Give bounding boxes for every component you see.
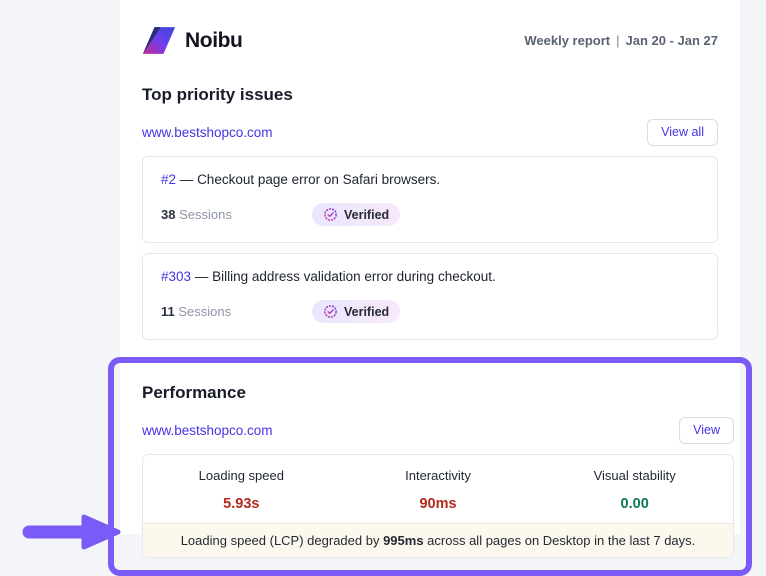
verified-seal-icon bbox=[324, 208, 337, 221]
noibu-logo-icon bbox=[142, 27, 176, 54]
issue-meta: 38 Sessions Verified bbox=[161, 203, 699, 226]
view-button[interactable]: View bbox=[679, 417, 734, 444]
issue-title: #2 — Checkout page error on Safari brows… bbox=[161, 172, 699, 187]
note-highlight: 995ms bbox=[383, 533, 424, 548]
view-all-button[interactable]: View all bbox=[647, 119, 718, 146]
annotation-arrow-icon bbox=[22, 514, 121, 550]
sessions-label: Sessions bbox=[179, 207, 232, 222]
verified-seal-icon bbox=[324, 305, 337, 318]
section-title-top-priority: Top priority issues bbox=[142, 85, 293, 104]
report-label: Weekly report bbox=[524, 33, 611, 48]
issue-description: Checkout page error on Safari browsers. bbox=[197, 172, 441, 187]
degradation-note: Loading speed (LCP) degraded by 995ms ac… bbox=[143, 523, 733, 557]
issues-link-row: www.bestshopco.com View all bbox=[142, 119, 718, 146]
metric-label: Loading speed bbox=[198, 468, 284, 483]
issue-meta: 11 Sessions Verified bbox=[161, 300, 699, 323]
metric-value: 0.00 bbox=[620, 496, 649, 512]
verified-badge: Verified bbox=[312, 203, 401, 226]
performance-highlight-box: Performance www.bestshopco.com View Load… bbox=[22, 357, 752, 576]
issue-id-link[interactable]: #2 bbox=[161, 172, 177, 187]
verified-badge-label: Verified bbox=[344, 304, 390, 319]
header: Noibu Weekly report | Jan 20 - Jan 27 bbox=[142, 26, 718, 55]
meta-separator: | bbox=[616, 33, 620, 48]
issue-dash: — bbox=[179, 172, 194, 187]
site-link[interactable]: www.bestshopco.com bbox=[142, 423, 273, 438]
metric-label: Interactivity bbox=[405, 468, 471, 483]
note-suffix: across all pages on Desktop in the last … bbox=[423, 533, 696, 548]
site-link[interactable]: www.bestshopco.com bbox=[142, 125, 273, 140]
page: Noibu Weekly report | Jan 20 - Jan 27 Top … bbox=[22, 0, 752, 576]
issue-id-link[interactable]: #303 bbox=[161, 269, 192, 284]
issue-card: #2 — Checkout page error on Safari brows… bbox=[142, 156, 718, 243]
sessions-count: 38 bbox=[161, 207, 176, 222]
verified-badge: Verified bbox=[312, 300, 401, 323]
metrics-card: Loading speed 5.93s Interactivity 90ms V… bbox=[142, 454, 734, 558]
metric-value: 90ms bbox=[419, 496, 457, 512]
issue-card: #303 — Billing address validation error … bbox=[142, 253, 718, 340]
performance-link-row: www.bestshopco.com View bbox=[142, 417, 734, 444]
sessions-label: Sessions bbox=[178, 304, 232, 319]
email-body: Noibu Weekly report | Jan 20 - Jan 27 Top … bbox=[22, 0, 752, 576]
verified-badge-label: Verified bbox=[344, 207, 390, 222]
brand-name: Noibu bbox=[185, 28, 243, 52]
issue-title: #303 — Billing address validation error … bbox=[161, 269, 699, 284]
metric-value: 5.93s bbox=[223, 496, 260, 512]
date-range: Jan 20 - Jan 27 bbox=[625, 33, 719, 48]
note-prefix: Loading speed (LCP) degraded by bbox=[180, 533, 384, 548]
sessions: 38 Sessions bbox=[161, 207, 312, 222]
issue-dash: — bbox=[194, 269, 209, 284]
sessions-count: 11 bbox=[161, 304, 175, 319]
metrics-grid: Loading speed 5.93s Interactivity 90ms V… bbox=[143, 455, 733, 523]
sessions: 11 Sessions bbox=[161, 304, 312, 319]
report-meta: Weekly report | Jan 20 - Jan 27 bbox=[524, 33, 718, 48]
metric-interactivity: Interactivity 90ms bbox=[340, 468, 537, 512]
section-title-performance: Performance bbox=[142, 383, 246, 402]
issue-description: Billing address validation error during … bbox=[212, 269, 496, 284]
metric-visual-stability: Visual stability 0.00 bbox=[536, 468, 733, 512]
metric-loading-speed: Loading speed 5.93s bbox=[143, 468, 340, 512]
noibu-logo: Noibu bbox=[142, 26, 243, 55]
metric-label: Visual stability bbox=[593, 468, 676, 483]
